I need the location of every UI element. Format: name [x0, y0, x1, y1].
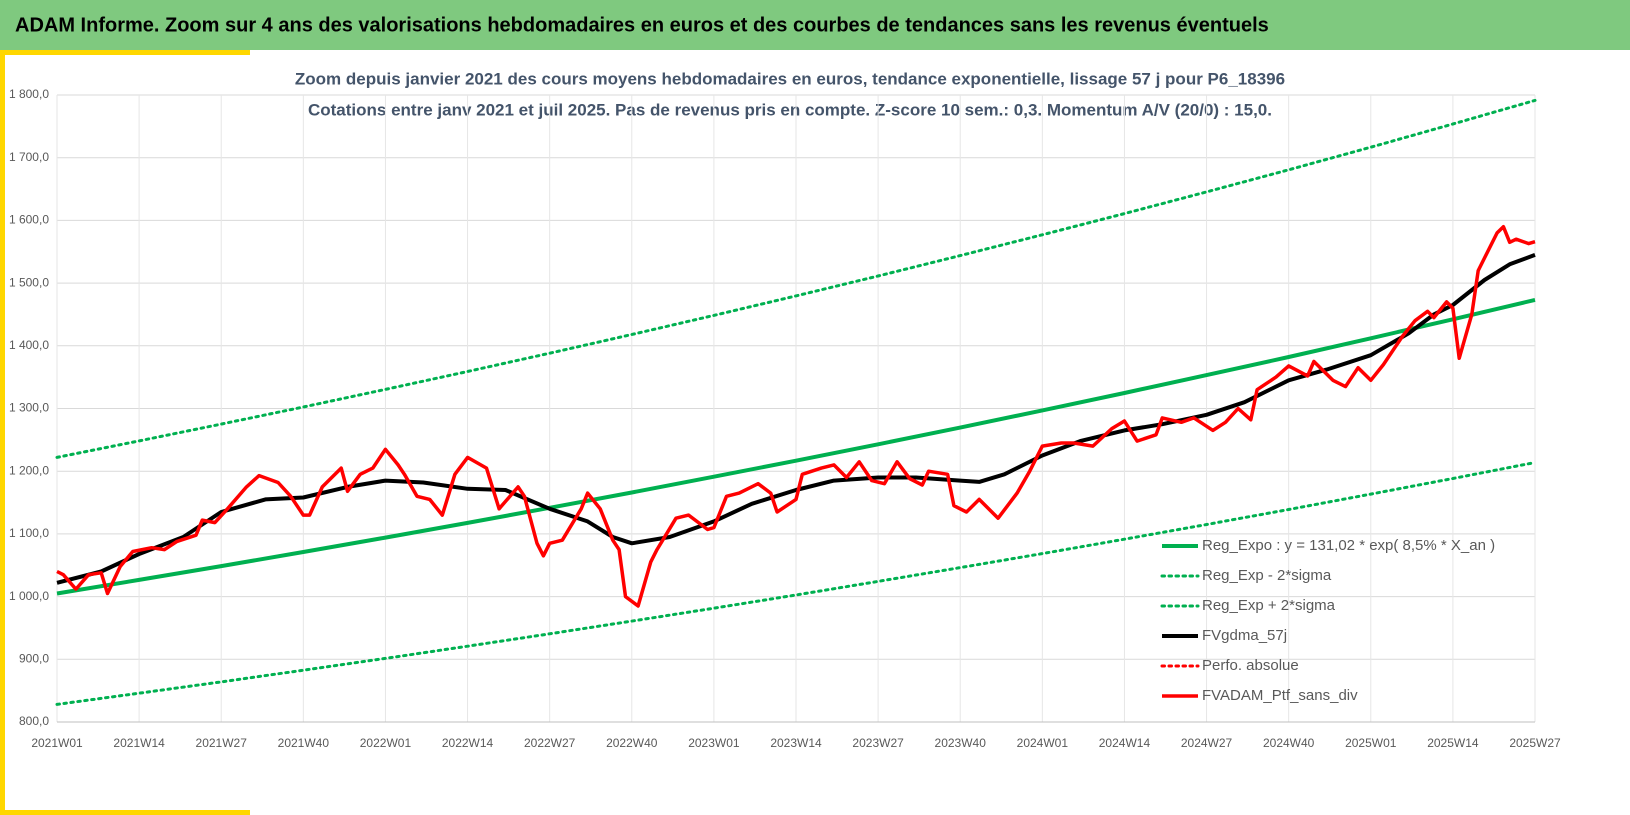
x-tick-label: 2022W14 — [442, 736, 494, 750]
x-tick-label: 2025W01 — [1345, 736, 1397, 750]
legend-label: FVADAM_Ptf_sans_div — [1202, 687, 1358, 704]
x-tick-label: 2025W14 — [1427, 736, 1479, 750]
y-tick-label: 1 300,0 — [9, 401, 49, 415]
legend-label: Reg_Exp + 2*sigma — [1202, 597, 1336, 614]
x-tick-label: 2023W01 — [688, 736, 740, 750]
y-tick-label: 1 800,0 — [9, 87, 49, 101]
y-tick-label: 1 700,0 — [9, 150, 49, 164]
y-tick-label: 1 100,0 — [9, 526, 49, 540]
x-tick-label: 2025W27 — [1509, 736, 1561, 750]
x-tick-label: 2023W27 — [852, 736, 904, 750]
series-line — [56, 224, 1536, 608]
chart-subtitle: Zoom depuis janvier 2021 des cours moyen… — [295, 69, 1285, 88]
y-tick-label: 1 400,0 — [9, 338, 49, 352]
y-tick-label: 1 000,0 — [9, 589, 49, 603]
x-tick-label: 2021W40 — [278, 736, 330, 750]
page-title: ADAM Informe. Zoom sur 4 ans des valoris… — [15, 14, 1269, 36]
x-tick-label: 2024W40 — [1263, 736, 1315, 750]
x-tick-label: 2022W01 — [360, 736, 412, 750]
x-tick-label: 2023W40 — [935, 736, 987, 750]
y-tick-label: 900,0 — [19, 651, 49, 665]
header-bar — [0, 0, 1630, 50]
x-tick-label: 2022W27 — [524, 736, 576, 750]
series-line — [55, 461, 1537, 706]
frame-accent — [0, 50, 250, 55]
chart-subtitle: Cotations entre janv 2021 et juil 2025. … — [308, 100, 1272, 119]
x-tick-label: 2021W01 — [31, 736, 83, 750]
series-line — [56, 297, 1536, 596]
y-tick-label: 800,0 — [19, 714, 49, 728]
x-tick-label: 2023W14 — [770, 736, 822, 750]
series-line — [56, 253, 1536, 585]
y-tick-label: 1 200,0 — [9, 463, 49, 477]
y-tick-label: 1 600,0 — [9, 213, 49, 227]
legend-label: Reg_Expo : y = 131,02 * exp( 8,5% * X_an… — [1202, 537, 1495, 554]
frame-accent — [0, 810, 250, 815]
x-tick-label: 2022W40 — [606, 736, 658, 750]
x-tick-label: 2024W14 — [1099, 736, 1151, 750]
x-tick-label: 2021W27 — [196, 736, 248, 750]
y-tick-label: 1 500,0 — [9, 275, 49, 289]
frame-accent — [0, 50, 5, 815]
x-tick-label: 2021W14 — [113, 736, 165, 750]
series-line — [55, 98, 1537, 459]
x-tick-label: 2024W01 — [1017, 736, 1069, 750]
legend-label: FVgdma_57j — [1202, 627, 1287, 644]
legend-label: Reg_Exp - 2*sigma — [1202, 567, 1332, 584]
x-tick-label: 2024W27 — [1181, 736, 1233, 750]
legend-label: Perfo. absolue — [1202, 657, 1299, 674]
